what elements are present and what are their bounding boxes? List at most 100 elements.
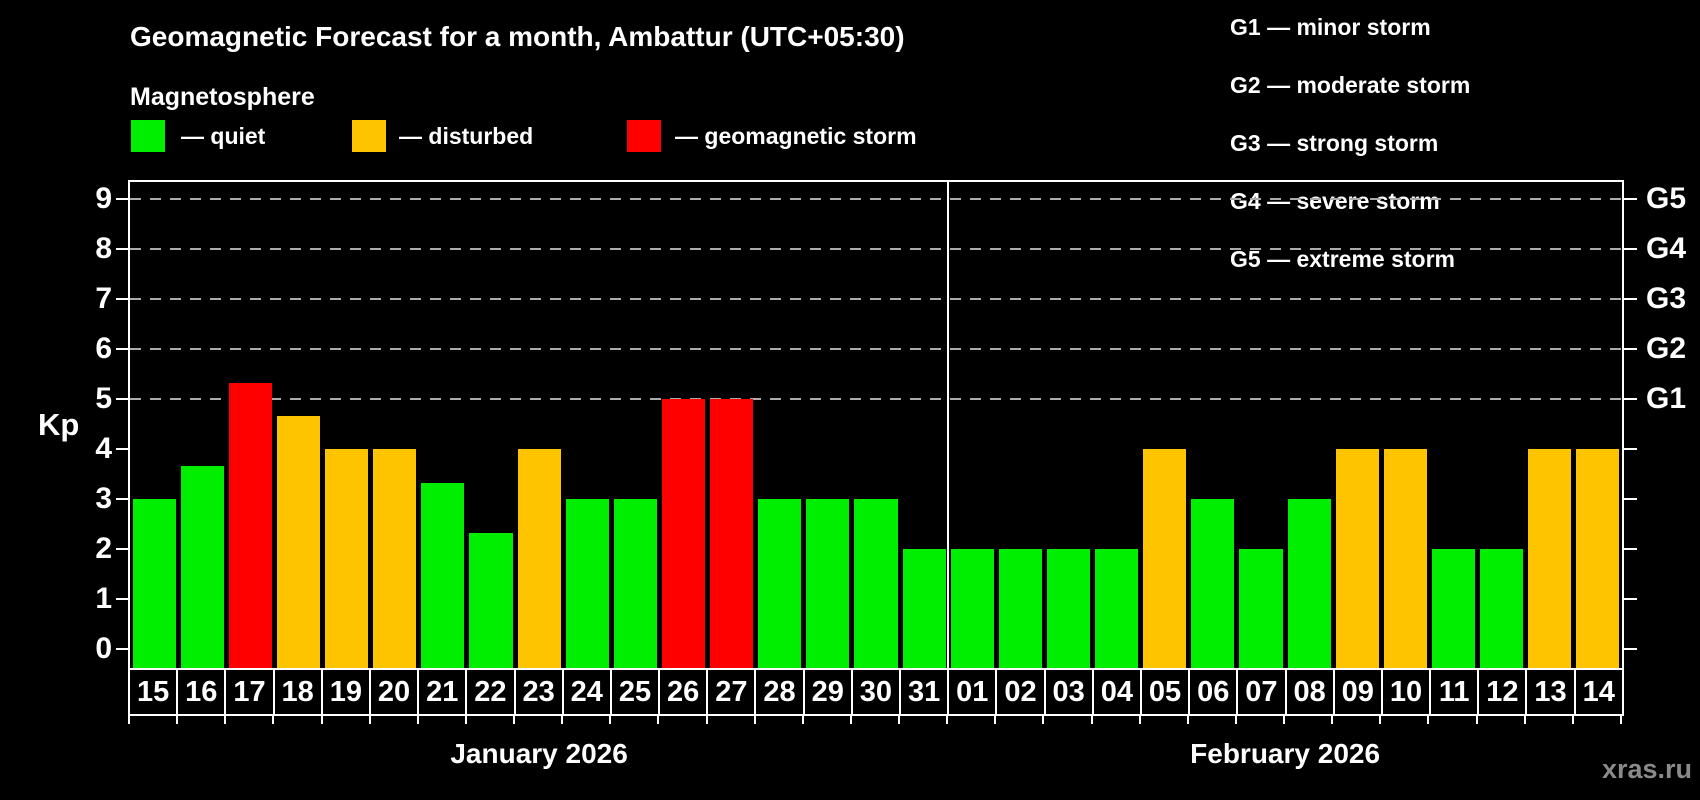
day-label-08: 08 [1287, 670, 1335, 714]
y-axis-tick-label: 3 [95, 482, 112, 515]
y-axis-tick-label: 7 [95, 282, 112, 315]
day-label-19: 19 [323, 670, 371, 714]
kp-bar-01 [950, 549, 994, 668]
right-axis-tick [1624, 448, 1637, 450]
kp-bar-22 [469, 532, 513, 668]
day-label-24: 24 [564, 670, 612, 714]
day-label-row: 15 16 17 18 19 20 21 22 23 24 25 26 27 28 29 30 31 01 02 03… [128, 668, 1624, 716]
day-label-28: 28 [756, 670, 805, 714]
kp-bar-08 [1287, 499, 1331, 668]
g-legend-line: G2 — moderate storm [1230, 72, 1471, 98]
bottom-tick [1524, 716, 1526, 724]
disturbed-color-swatch [352, 120, 386, 152]
bottom-tick [1331, 716, 1333, 724]
bottom-tick [994, 716, 996, 724]
day-label-25: 25 [612, 670, 661, 714]
kp-bar-21 [421, 482, 465, 668]
kp-bar-04 [1095, 549, 1139, 668]
y-axis-tick-label: 0 [95, 632, 112, 665]
bottom-tick [1379, 716, 1381, 724]
kp-bar-17 [228, 382, 272, 668]
kp-bar-05 [1143, 449, 1187, 668]
kp-bar-12 [1480, 549, 1524, 668]
y-axis-tick [116, 398, 128, 400]
kp-bar-03 [1046, 549, 1091, 668]
g-scale-legend: G1 — minor storm G2 — moderate storm G3 — … [1230, 13, 1471, 272]
quiet-color-swatch [131, 120, 165, 152]
kp-bar-19 [325, 449, 369, 668]
g-axis-label-G5: G5 [1646, 182, 1687, 215]
right-axis-tick [1624, 248, 1637, 250]
right-axis-tick [1624, 598, 1637, 600]
y-axis-tick-label: 9 [95, 182, 112, 215]
y-axis-title: Kp [38, 407, 80, 442]
bottom-tick [802, 716, 804, 724]
right-axis-tick [1624, 348, 1637, 350]
y-axis-tick-label: 5 [95, 382, 112, 415]
g-axis-label-G2: G2 [1646, 332, 1687, 365]
bottom-tick [946, 716, 948, 724]
bottom-tick [369, 716, 371, 724]
kp-bar-07 [1239, 549, 1283, 668]
day-label-26: 26 [660, 670, 709, 714]
bottom-tick [1427, 716, 1429, 724]
right-axis-tick [1624, 298, 1637, 300]
bottom-tick [224, 716, 226, 724]
day-label-05: 05 [1142, 670, 1191, 714]
bottom-tick [128, 716, 130, 724]
day-label-29: 29 [805, 670, 853, 714]
y-axis-tick [116, 498, 128, 500]
day-label-30: 30 [853, 670, 901, 714]
right-axis-tick [1624, 398, 1637, 400]
day-label-17: 17 [226, 670, 275, 714]
gridline-kp8 [130, 248, 1622, 250]
kp-bar-14 [1576, 449, 1620, 668]
month-label: January 2026 [450, 738, 628, 769]
day-label-20: 20 [371, 670, 420, 714]
g-axis-label-G3: G3 [1646, 282, 1687, 315]
storm-color-swatch [627, 120, 661, 152]
kp-bar-15 [132, 499, 176, 668]
bottom-tick [1476, 716, 1478, 724]
bottom-tick [561, 716, 563, 724]
day-label-06: 06 [1190, 670, 1239, 714]
kp-bar-28 [758, 499, 802, 668]
kp-bar-29 [806, 499, 850, 668]
kp-bar-11 [1431, 549, 1476, 668]
day-label-21: 21 [419, 670, 468, 714]
day-label-04: 04 [1094, 670, 1142, 714]
legend-label-storm: — geomagnetic storm [675, 123, 917, 149]
gridline-kp7 [130, 298, 1622, 300]
day-label-27: 27 [708, 670, 757, 714]
y-axis-tick [116, 248, 128, 250]
g-legend-line: G1 — minor storm [1230, 14, 1431, 40]
y-axis-tick [116, 448, 128, 450]
g-legend-line: G5 — extreme storm [1230, 246, 1455, 272]
day-label-16: 16 [178, 670, 227, 714]
day-label-15: 15 [130, 670, 179, 714]
bottom-tick [657, 716, 659, 724]
bottom-tick [1187, 716, 1189, 724]
day-label-11: 11 [1431, 670, 1480, 714]
kp-bar-30 [854, 499, 898, 668]
kp-bar-25 [613, 499, 657, 668]
y-axis-tick [116, 298, 128, 300]
kp-bar-24 [565, 499, 609, 668]
kp-bar-16 [180, 465, 224, 668]
g-legend-line: G3 — strong storm [1230, 130, 1439, 156]
day-label-31: 31 [901, 670, 950, 714]
y-axis-tick-label: 6 [95, 332, 112, 365]
bottom-tick [417, 716, 419, 724]
y-axis-tick-label: 1 [95, 582, 112, 615]
day-label-07: 07 [1238, 670, 1287, 714]
bottom-tick [1235, 716, 1237, 724]
bottom-tick [1572, 716, 1574, 724]
day-label-02: 02 [997, 670, 1046, 714]
y-axis-tick-label: 4 [95, 432, 112, 465]
legend-label-disturbed: — disturbed [399, 123, 534, 149]
day-label-03: 03 [1046, 670, 1094, 714]
kp-bar-09 [1335, 449, 1379, 668]
kp-bar-27 [710, 399, 754, 668]
right-axis-tick [1624, 498, 1637, 500]
y-axis-tick [116, 648, 128, 650]
